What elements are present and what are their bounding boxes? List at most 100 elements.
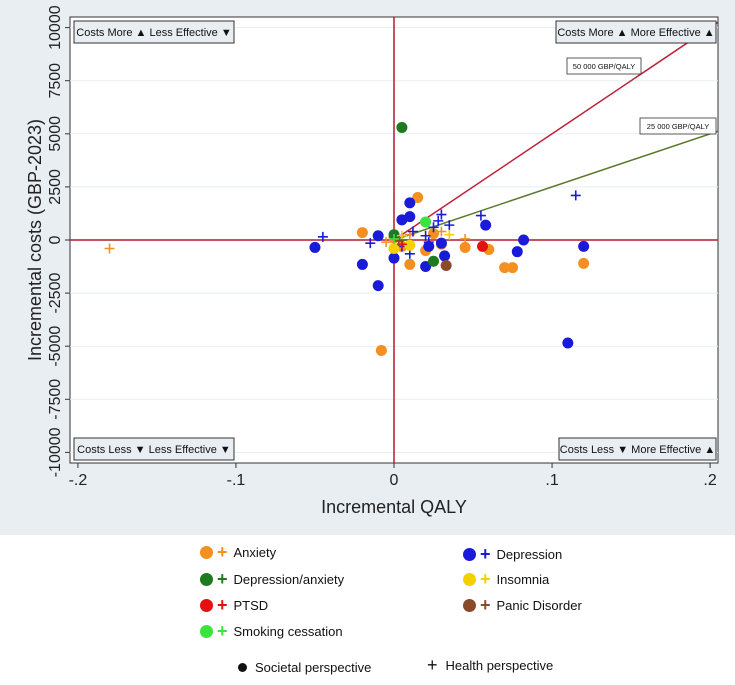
health-point: [393, 236, 404, 247]
threshold-label-box: [566, 57, 642, 75]
health-point: [420, 230, 431, 241]
health-point: [444, 229, 455, 240]
depression-plus-icon: +: [480, 544, 491, 564]
depression-anxiety-dot-icon: [200, 573, 213, 586]
health-point: [365, 238, 376, 249]
societal-point: [511, 246, 523, 258]
legend-label: Smoking cessation: [233, 624, 343, 639]
health-point: [423, 237, 434, 248]
societal-point: [356, 258, 368, 270]
societal-point: [578, 240, 590, 252]
societal-point: [477, 240, 489, 252]
x-tick-label: -.2: [69, 472, 88, 489]
societal-point: [356, 227, 368, 239]
societal-point: [480, 219, 492, 231]
insomnia-dot-icon: [463, 573, 476, 586]
quadrant-label: Costs Less ▼ Less Effective ▼: [77, 444, 231, 456]
quadrant-label-box: [558, 437, 717, 461]
y-tick-label: 7500: [47, 63, 64, 99]
legend-label: Insomnia: [496, 572, 550, 587]
legend-ptsd: + PTSD: [200, 595, 269, 615]
societal-point: [507, 262, 519, 274]
societal-point: [420, 261, 432, 273]
societal-point: [372, 280, 384, 292]
threshold-label-box: [639, 117, 717, 135]
health-point: [396, 230, 407, 241]
health-point: [444, 220, 455, 231]
y-tick-label: -7500: [47, 379, 64, 420]
legend-depression: + Depression: [463, 544, 563, 564]
y-tick-label: -2500: [47, 273, 64, 314]
y-tick-label: -10000: [47, 427, 64, 477]
insomnia-plus-icon: +: [480, 569, 491, 589]
legend-smoking-cessation: + Smoking cessation: [200, 621, 343, 641]
health-point: [475, 210, 486, 221]
y-tick-label: 2500: [47, 169, 64, 205]
societal-point: [404, 239, 416, 251]
threshold-line: [393, 130, 718, 241]
x-tick-label: 0: [390, 472, 399, 489]
smoking-dot-icon: [200, 625, 213, 638]
health-point: [460, 233, 471, 244]
smoking-plus-icon: +: [217, 621, 228, 641]
societal-point: [428, 228, 440, 240]
legend-label: Anxiety: [233, 545, 277, 560]
anxiety-dot-icon: [200, 546, 213, 559]
quadrant-label: Costs More ▲ More Effective ▲: [557, 27, 714, 39]
societal-point: [372, 230, 384, 242]
societal-point: [404, 258, 416, 270]
legend-panic-disorder: + Panic Disorder: [463, 596, 582, 614]
legend-societal: Societal perspective: [238, 660, 371, 675]
x-tick-label: .1: [545, 472, 558, 489]
y-tick-label: 0: [47, 235, 64, 244]
health-plus-icon: +: [427, 655, 438, 675]
threshold-label: 50 000 GBP/QALY: [573, 62, 635, 71]
quadrant-label: Costs More ▲ Less Effective ▼: [76, 27, 231, 39]
legend-label: Depression: [496, 547, 563, 562]
legend-label: PTSD: [233, 598, 269, 613]
societal-point: [439, 250, 451, 262]
societal-point: [396, 121, 408, 133]
x-axis-title: Incremental QALY: [321, 497, 467, 517]
y-tick-label: 10000: [47, 5, 64, 50]
threshold-line: [393, 21, 718, 241]
ptsd-plus-icon: +: [217, 595, 228, 615]
societal-point: [562, 337, 574, 349]
anxiety-plus-icon: +: [217, 542, 228, 562]
legend-health: + Health perspective: [427, 655, 554, 675]
health-point: [407, 226, 418, 237]
health-point: [436, 209, 447, 220]
societal-point: [440, 259, 452, 271]
health-point: [381, 237, 392, 248]
y-tick-label: -5000: [47, 326, 64, 367]
depression-anxiety-plus-icon: +: [217, 569, 228, 589]
quadrant-label-box: [73, 20, 235, 44]
depression-dot-icon: [463, 548, 476, 561]
quadrant-label-box: [73, 437, 235, 461]
societal-point: [309, 241, 321, 253]
societal-point: [435, 237, 447, 249]
societal-point: [388, 242, 400, 254]
legend-anxiety: + Anxiety: [200, 542, 277, 562]
legend-insomnia: + Insomnia: [463, 569, 550, 589]
threshold-label: 25 000 GBP/QALY: [647, 122, 709, 131]
legend-label: Health perspective: [445, 658, 554, 673]
societal-point: [459, 241, 471, 253]
ptsd-dot-icon: [200, 599, 213, 612]
x-tick-label: .2: [703, 472, 716, 489]
societal-dot-icon: [238, 663, 247, 672]
panic-dot-icon: [463, 599, 476, 612]
health-point: [389, 233, 399, 244]
quadrant-label: Costs Less ▼ More Effective ▲: [560, 444, 715, 456]
societal-point: [499, 262, 511, 274]
health-point: [436, 226, 447, 237]
health-point: [570, 190, 581, 201]
societal-point: [375, 344, 387, 356]
cost-effectiveness-plane: -.2 -.1 0 .1 .2 10000 7500 5000 2500 0 -2500 -5000 -…: [25, 5, 719, 517]
societal-point: [404, 211, 416, 223]
health-point: [433, 215, 444, 226]
societal-point: [420, 216, 432, 228]
y-axis-title: Incremental costs (GBP-2023): [25, 119, 45, 361]
societal-point: [428, 255, 440, 267]
legend-label: Societal perspective: [255, 660, 372, 675]
